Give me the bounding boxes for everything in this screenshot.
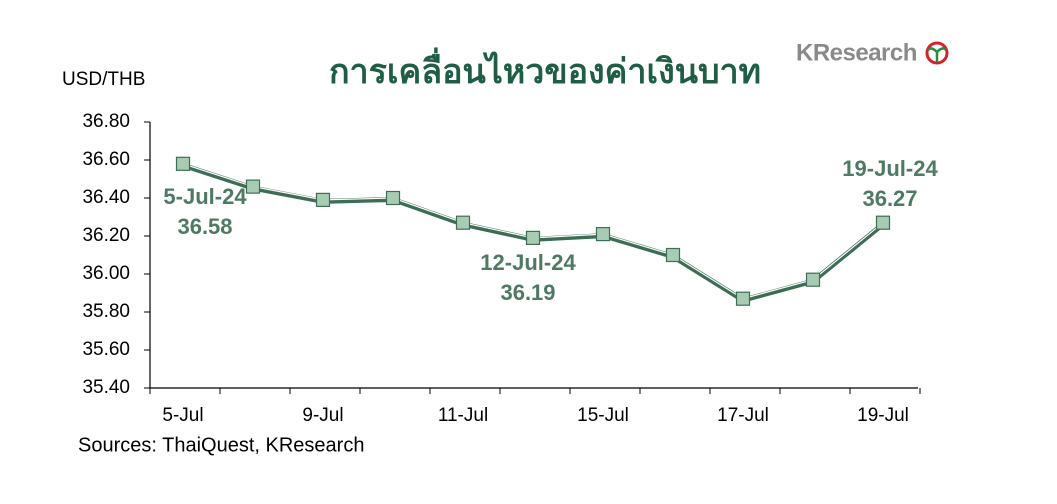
y-tick-label: 36.60 xyxy=(82,149,130,170)
marker xyxy=(525,230,541,245)
x-tick-label: 15-Jul xyxy=(577,405,629,426)
annotation-value: 36.27 xyxy=(862,186,917,211)
y-tick-label: 36.40 xyxy=(82,187,130,208)
marker xyxy=(595,227,611,242)
y-tick-label: 35.60 xyxy=(82,339,130,360)
chart-title: การเคลื่อนไหวของค่าเงินบาท xyxy=(329,47,761,91)
marker xyxy=(455,215,471,230)
logo: KResearch xyxy=(796,39,917,66)
marker xyxy=(385,190,401,206)
logo-leaf xyxy=(927,47,947,62)
annotation-date: 19-Jul-24 xyxy=(842,156,938,181)
x-tick-label: 5-Jul xyxy=(162,405,203,426)
y-axis-title: USD/THB xyxy=(62,69,145,90)
marker xyxy=(665,247,681,263)
marker xyxy=(315,192,331,207)
annotation-date: 5-Jul-24 xyxy=(163,184,247,209)
annotation-date: 12-Jul-24 xyxy=(480,250,576,275)
y-tick-label: 36.80 xyxy=(82,111,130,132)
marker xyxy=(245,179,261,194)
x-tick-label: 19-Jul xyxy=(857,405,909,426)
x-tick-label: 17-Jul xyxy=(717,405,769,426)
marker xyxy=(735,291,751,306)
annotation-value: 36.58 xyxy=(177,214,232,239)
marker xyxy=(875,215,891,230)
x-tick-label: 11-Jul xyxy=(438,405,488,426)
y-tick-label: 36.00 xyxy=(82,263,130,284)
annotation-value: 36.19 xyxy=(500,280,555,305)
y-tick-label: 35.40 xyxy=(82,377,130,398)
y-tick-label: 36.20 xyxy=(82,225,130,246)
marker xyxy=(805,272,821,287)
source-note: Sources: ThaiQuest, KResearch xyxy=(78,434,364,456)
logo-icon xyxy=(925,41,949,65)
x-tick-label: 9-Jul xyxy=(302,405,343,426)
y-tick-label: 35.80 xyxy=(82,301,130,322)
marker xyxy=(175,156,191,171)
